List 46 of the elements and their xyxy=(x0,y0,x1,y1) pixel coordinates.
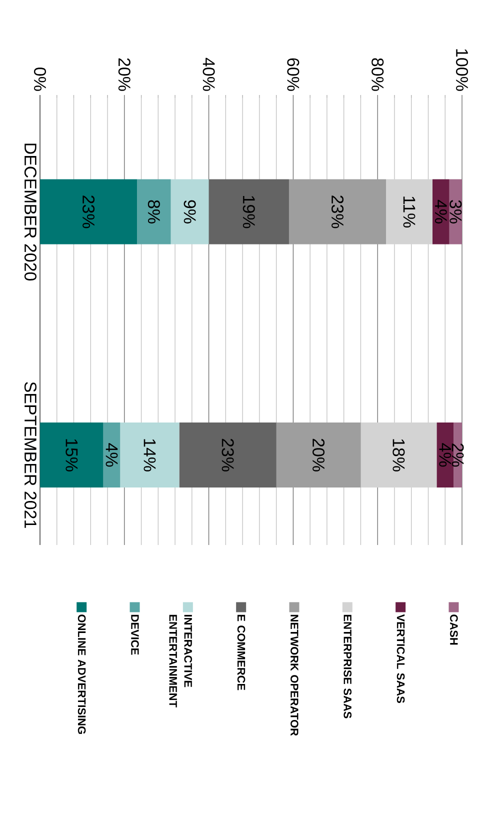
bar xyxy=(454,422,462,488)
x-tick-label: 40% xyxy=(202,58,215,91)
data-label: 2% xyxy=(452,444,464,467)
legend-label: INTERACTIVE ENTERTAINMENT xyxy=(169,614,192,708)
bar xyxy=(276,422,361,488)
bar xyxy=(137,179,171,244)
legend-label: E COMMERCE xyxy=(237,614,246,690)
bar xyxy=(288,179,386,244)
legend-label: VERTICAL SAAS xyxy=(396,614,405,703)
data-label: 23% xyxy=(82,196,95,228)
bar xyxy=(208,179,289,244)
bar xyxy=(170,179,209,244)
bar xyxy=(40,422,104,488)
legend-label: ONLINE ADVERTISING xyxy=(78,614,86,734)
x-tick-label: 0% xyxy=(34,68,46,91)
bar xyxy=(179,422,276,488)
data-label: 8% xyxy=(148,200,160,224)
legend-label: DEVICE xyxy=(131,614,139,655)
data-label: 23% xyxy=(331,196,344,228)
data-label: 9% xyxy=(184,200,196,224)
y-tick-label: SEPTEMBER 2021 xyxy=(24,382,36,528)
data-label: 14% xyxy=(144,439,156,472)
data-label: 4% xyxy=(434,200,447,224)
bar xyxy=(40,179,138,244)
legend-label: NETWORK OPERATOR xyxy=(290,614,298,736)
x-tick-label: 20% xyxy=(118,58,130,91)
data-label: 3% xyxy=(450,200,462,224)
data-label: 18% xyxy=(392,439,405,472)
data-label: 11% xyxy=(403,196,416,228)
data-label: 15% xyxy=(66,439,78,472)
bar xyxy=(432,179,450,244)
y-tick-label: DECEMBER 2020 xyxy=(24,144,36,281)
bar xyxy=(386,179,432,244)
bar xyxy=(360,422,437,488)
data-label: 19% xyxy=(242,196,255,228)
data-label: 23% xyxy=(222,438,234,472)
x-tick-label: 80% xyxy=(372,58,384,91)
bar xyxy=(103,422,120,488)
x-tick-label: 60% xyxy=(287,58,300,91)
bar xyxy=(120,422,180,488)
data-label: 4% xyxy=(106,443,118,467)
data-label: 4% xyxy=(439,443,452,467)
data-label: 20% xyxy=(312,438,325,472)
legend-label: CASH xyxy=(450,614,458,645)
legend-label: ENTERPRISE SAAS xyxy=(344,614,352,718)
x-tick-label: 100% xyxy=(456,49,468,91)
